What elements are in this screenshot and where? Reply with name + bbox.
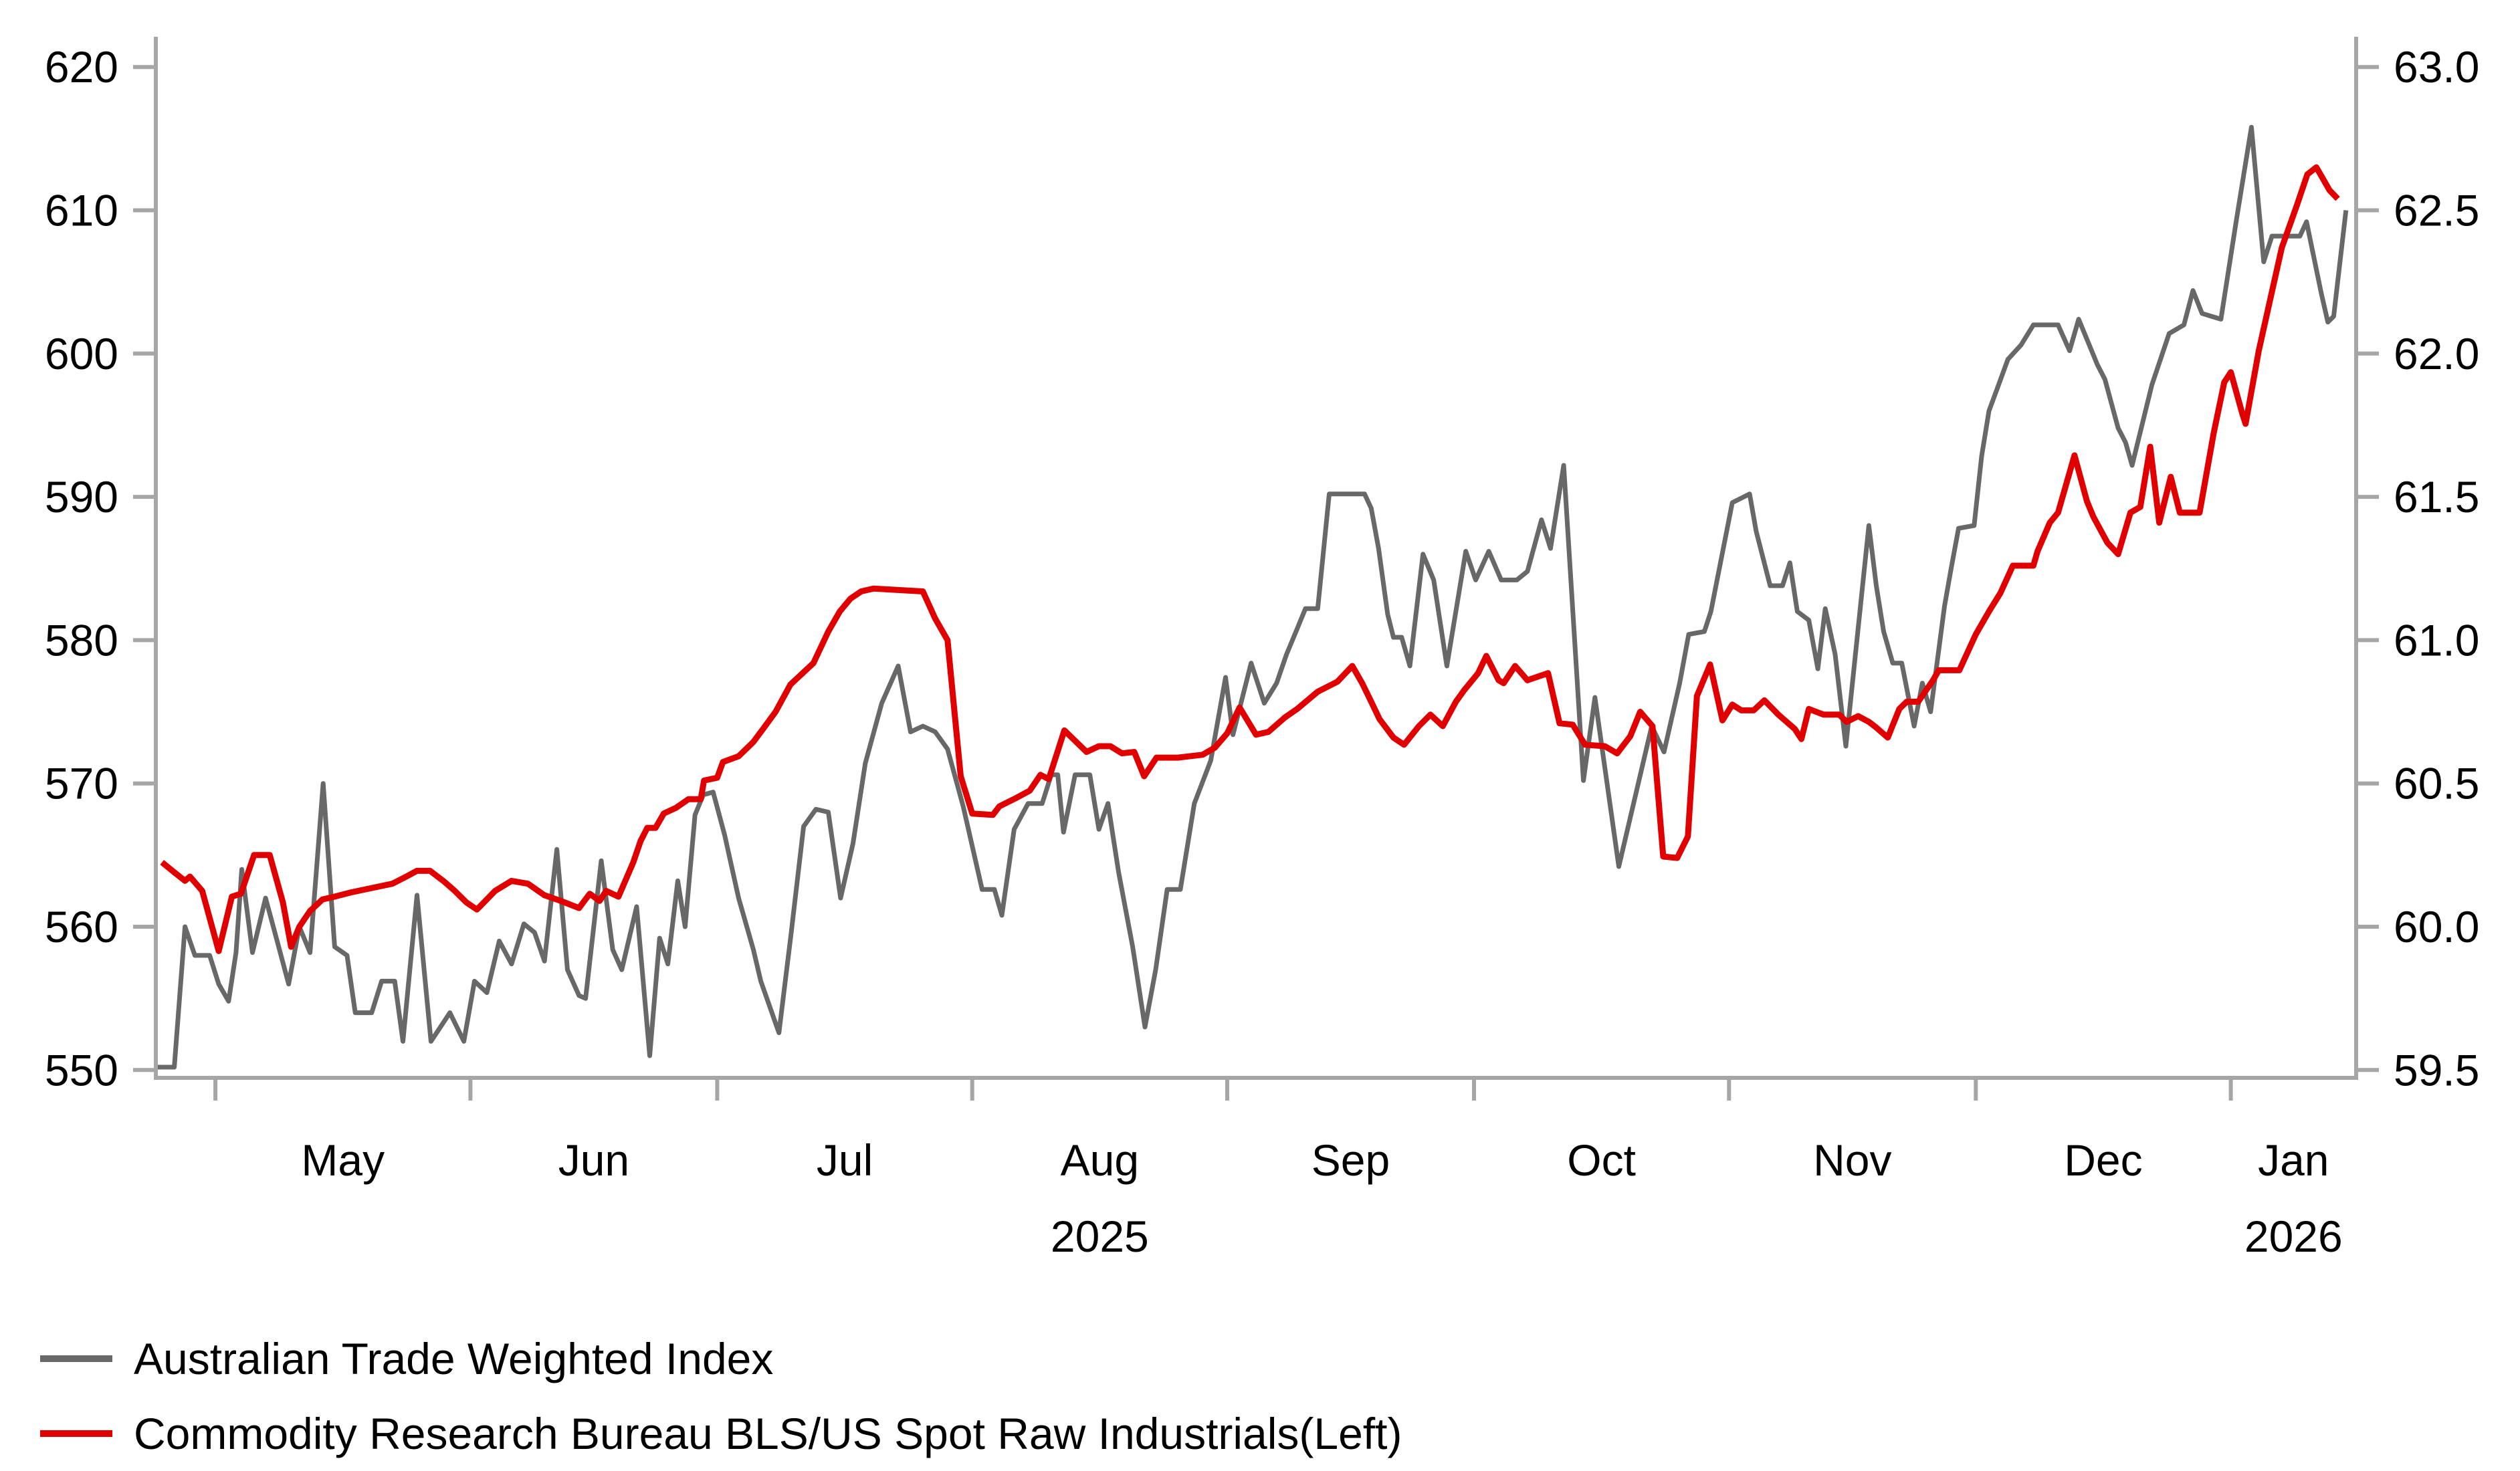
- right-axis-tick-label: 61.0: [2394, 615, 2479, 665]
- series-line-australian-twi: [158, 124, 2349, 1070]
- month-label: May: [301, 1135, 385, 1185]
- gray-line-swatch-icon: [40, 1355, 112, 1362]
- right-axis-tick-label: 60.5: [2394, 759, 2479, 808]
- left-axis-tick-label: 610: [45, 186, 118, 235]
- year-label: 2026: [2244, 1212, 2343, 1261]
- year-label: 2025: [1051, 1212, 1149, 1261]
- month-label: Jan: [2258, 1135, 2329, 1185]
- red-line-swatch-icon: [40, 1430, 112, 1437]
- left-axis-tick-label: 620: [45, 42, 118, 92]
- month-label: Aug: [1061, 1135, 1139, 1185]
- left-axis-tick-label: 600: [45, 329, 118, 378]
- right-axis-tick-label: 60.0: [2394, 902, 2479, 951]
- month-label: Jul: [817, 1135, 873, 1185]
- legend-item-crb: Commodity Research Bureau BLS/US Spot Ra…: [40, 1396, 1402, 1471]
- month-label: Nov: [1813, 1135, 1891, 1185]
- left-axis-tick-label: 550: [45, 1045, 118, 1095]
- right-axis-tick-label: 61.5: [2394, 472, 2479, 522]
- month-label: Sep: [1311, 1135, 1390, 1185]
- left-axis-tick-label: 580: [45, 615, 118, 665]
- month-label: Oct: [1567, 1135, 1636, 1185]
- right-axis-tick-label: 62.0: [2394, 329, 2479, 378]
- right-axis-tick-label: 59.5: [2394, 1045, 2479, 1095]
- right-axis-tick-label: 62.5: [2394, 186, 2479, 235]
- left-axis-tick-label: 560: [45, 902, 118, 951]
- chart-legend: Australian Trade Weighted Index Commodit…: [40, 1321, 1402, 1471]
- month-label: Jun: [558, 1135, 629, 1185]
- left-axis-tick-label: 570: [45, 759, 118, 808]
- month-label: Dec: [2064, 1135, 2142, 1185]
- legend-item-atwi: Australian Trade Weighted Index: [40, 1321, 1402, 1396]
- legend-label-atwi: Australian Trade Weighted Index: [134, 1334, 774, 1383]
- left-axis-tick-label: 590: [45, 472, 118, 522]
- series-line-crb-raw-industrials: [160, 164, 2340, 954]
- right-axis-tick-label: 63.0: [2394, 42, 2479, 92]
- legend-label-crb: Commodity Research Bureau BLS/US Spot Ra…: [134, 1409, 1402, 1458]
